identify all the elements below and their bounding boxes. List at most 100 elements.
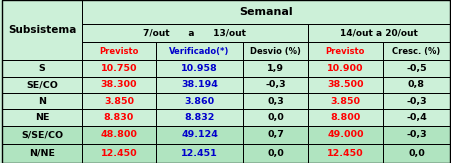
Bar — [2, 77, 82, 93]
Bar — [308, 60, 382, 77]
Bar — [82, 23, 308, 42]
Bar — [382, 109, 450, 126]
Bar — [308, 126, 382, 144]
Text: Verificado(*): Verificado(*) — [169, 47, 230, 56]
Bar — [156, 60, 243, 77]
Bar — [82, 93, 156, 109]
Text: 10.958: 10.958 — [181, 64, 218, 73]
Text: 1,9: 1,9 — [267, 64, 284, 73]
Bar — [2, 93, 82, 109]
Text: 0,8: 0,8 — [408, 80, 425, 89]
Text: -0,3: -0,3 — [406, 97, 427, 106]
Bar — [2, 109, 82, 126]
Bar — [308, 23, 450, 42]
Text: S: S — [39, 64, 46, 73]
Text: 10.900: 10.900 — [327, 64, 364, 73]
Bar — [308, 42, 382, 60]
Bar — [308, 126, 382, 144]
Bar — [382, 93, 450, 109]
Bar — [2, 126, 82, 144]
Text: 8.800: 8.800 — [330, 113, 360, 122]
Bar — [156, 42, 243, 60]
Bar — [382, 144, 450, 163]
Text: 49.124: 49.124 — [181, 130, 218, 139]
Bar — [382, 60, 450, 77]
Bar — [82, 60, 156, 77]
Bar — [2, 93, 82, 109]
Bar — [82, 77, 156, 93]
Bar — [243, 126, 308, 144]
Bar — [2, 144, 82, 163]
Text: -0,3: -0,3 — [406, 130, 427, 139]
Text: NE: NE — [35, 113, 49, 122]
Text: 49.000: 49.000 — [327, 130, 364, 139]
Bar — [2, 0, 82, 60]
Text: Cresc. (%): Cresc. (%) — [392, 47, 441, 56]
Bar — [382, 144, 450, 163]
Bar — [82, 93, 156, 109]
Bar — [308, 77, 382, 93]
Bar — [382, 42, 450, 60]
Bar — [382, 77, 450, 93]
Text: 38.300: 38.300 — [101, 80, 137, 89]
Text: S/SE/CO: S/SE/CO — [21, 130, 63, 139]
Text: 38.194: 38.194 — [181, 80, 218, 89]
Bar — [243, 93, 308, 109]
Bar — [82, 60, 156, 77]
Text: Previsto: Previsto — [326, 47, 365, 56]
Bar — [82, 126, 156, 144]
Text: 8.832: 8.832 — [184, 113, 215, 122]
Text: 7/out      a      13/out: 7/out a 13/out — [143, 28, 247, 37]
Bar — [382, 77, 450, 93]
Bar — [308, 144, 382, 163]
Bar — [2, 144, 82, 163]
Text: N/NE: N/NE — [29, 149, 55, 158]
Bar — [382, 60, 450, 77]
Bar — [308, 42, 382, 60]
Bar — [82, 109, 156, 126]
Bar — [82, 42, 156, 60]
Text: 3.850: 3.850 — [104, 97, 134, 106]
Bar — [82, 126, 156, 144]
Bar — [2, 60, 82, 77]
Bar — [308, 109, 382, 126]
Bar — [156, 109, 243, 126]
Bar — [243, 109, 308, 126]
Bar — [382, 109, 450, 126]
Bar — [382, 93, 450, 109]
Bar — [243, 144, 308, 163]
Bar — [156, 144, 243, 163]
Text: -0,3: -0,3 — [265, 80, 286, 89]
Bar — [156, 93, 243, 109]
Text: 0,7: 0,7 — [267, 130, 284, 139]
Text: 12.450: 12.450 — [101, 149, 137, 158]
Text: 0,3: 0,3 — [267, 97, 284, 106]
Bar — [82, 0, 450, 23]
Bar — [308, 60, 382, 77]
Bar — [243, 93, 308, 109]
Text: 3.860: 3.860 — [184, 97, 215, 106]
Bar — [308, 23, 450, 42]
Bar — [156, 109, 243, 126]
Text: Desvio (%): Desvio (%) — [250, 47, 301, 56]
Bar — [308, 77, 382, 93]
Text: 0,0: 0,0 — [408, 149, 425, 158]
Bar — [2, 109, 82, 126]
Bar — [308, 93, 382, 109]
Text: 10.750: 10.750 — [101, 64, 137, 73]
Text: Subsistema: Subsistema — [8, 25, 76, 35]
Bar — [156, 42, 243, 60]
Bar — [308, 109, 382, 126]
Bar — [382, 42, 450, 60]
Bar — [243, 60, 308, 77]
Bar — [82, 144, 156, 163]
Bar — [243, 60, 308, 77]
Bar — [308, 93, 382, 109]
Text: SE/CO: SE/CO — [26, 80, 58, 89]
Bar — [82, 144, 156, 163]
Text: 3.850: 3.850 — [331, 97, 360, 106]
Text: -0,4: -0,4 — [406, 113, 427, 122]
Bar — [2, 60, 82, 77]
Bar — [382, 126, 450, 144]
Bar — [156, 77, 243, 93]
